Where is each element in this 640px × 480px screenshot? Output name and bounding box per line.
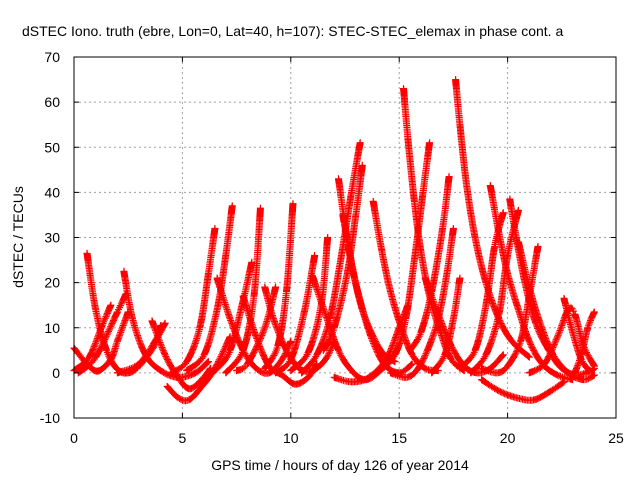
plus-markers (387, 225, 457, 381)
plus-markers (456, 209, 507, 372)
y-tick-label: 20 (44, 275, 60, 291)
plus-markers (168, 225, 219, 377)
series-pass (387, 225, 457, 381)
y-tick-label: 60 (44, 94, 60, 110)
series-pass (456, 209, 507, 372)
y-tick-label: 50 (44, 139, 60, 155)
y-tick-label: -10 (40, 410, 60, 426)
x-axis-label: GPS time / hours of day 126 of year 2014 (211, 457, 469, 473)
y-tick-label: 30 (44, 230, 60, 246)
y-tick-label: 70 (44, 49, 60, 65)
axis-ticks: 0 5 10 15 20 25 -10 0 10 20 30 40 50 60 70 (40, 49, 624, 446)
series-pass (233, 283, 280, 375)
series-pass (272, 252, 319, 377)
plus-markers (233, 283, 280, 375)
x-tick-label: 5 (179, 430, 187, 446)
x-tick-label: 25 (608, 430, 624, 446)
series-pass (428, 274, 464, 377)
plus-markers (261, 200, 297, 372)
series-pass (571, 308, 598, 377)
plus-markers (478, 376, 568, 404)
plus-markers (239, 292, 321, 388)
x-tick-label: 0 (70, 430, 78, 446)
y-tick-label: 40 (44, 184, 60, 200)
series-pass (452, 76, 533, 361)
data-points (70, 76, 598, 405)
series-pass (239, 292, 321, 388)
y-axis-label: dSTEC / TECUs (10, 186, 26, 288)
x-tick-label: 15 (391, 430, 407, 446)
plus-markers (571, 308, 598, 377)
y-tick-label: 10 (44, 320, 60, 336)
plus-markers (452, 76, 533, 361)
chart-title: dSTEC Iono. truth (ebre, Lon=0, Lat=40, … (22, 23, 563, 39)
x-tick-label: 20 (500, 430, 516, 446)
series-pass (478, 376, 568, 404)
series-pass (261, 200, 297, 372)
plus-markers (428, 274, 464, 377)
series-pass (168, 225, 219, 377)
plus-markers (272, 252, 319, 377)
y-tick-label: 0 (52, 365, 60, 381)
x-tick-label: 10 (283, 430, 299, 446)
